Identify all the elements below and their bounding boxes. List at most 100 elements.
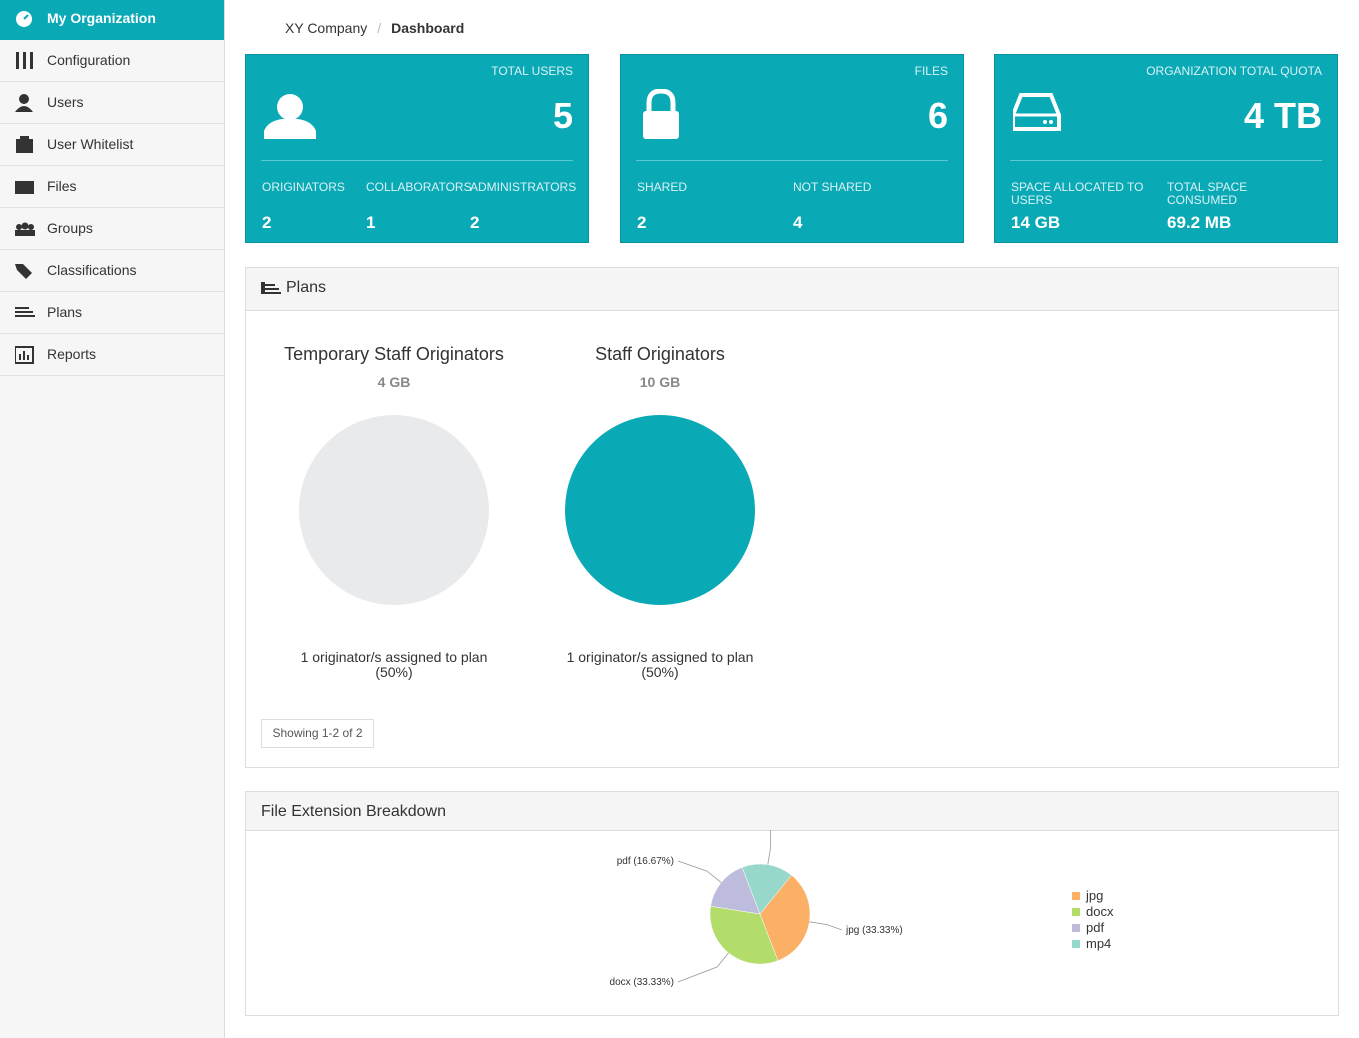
breadcrumb-separator: / xyxy=(377,20,382,36)
plan-name: Temporary Staff Originators xyxy=(284,344,504,364)
nav-item[interactable]: Groups xyxy=(0,208,224,250)
plan-quota: 4 GB xyxy=(377,374,411,390)
card-icon xyxy=(1013,93,1061,131)
plan-caption: 1 originator/s assigned to plan (50%) xyxy=(300,649,488,680)
nav-label: Users xyxy=(47,94,84,110)
stat-label: ORIGINATORS xyxy=(262,180,345,194)
nav-item[interactable]: User Whitelist xyxy=(0,124,224,166)
card-icon xyxy=(264,94,316,139)
stat-value: 2 xyxy=(637,213,647,232)
panel-title: Plans xyxy=(286,279,327,296)
leader-line xyxy=(677,952,729,983)
breadcrumb-item: Dashboard xyxy=(391,20,465,36)
stat-value: 1 xyxy=(366,213,376,232)
panel-header: Plans xyxy=(246,268,1338,311)
stat-label: SHARED xyxy=(637,180,688,194)
nav-item[interactable]: My Organization xyxy=(0,0,224,40)
stat-value: 4 xyxy=(793,213,803,232)
nav-icon xyxy=(15,222,35,236)
pie-chart: jpg (33.33%) docx (33.33%) pdf (16.67%) jpg… xyxy=(610,830,1114,988)
stat-value: 2 xyxy=(470,213,480,232)
legend-swatch xyxy=(1072,908,1080,916)
card-title: TOTAL USERS xyxy=(491,64,573,78)
stat-label: NOT SHARED xyxy=(793,180,872,194)
nav-item[interactable]: Configuration xyxy=(0,40,224,82)
nav-icon xyxy=(16,52,33,69)
plan-chart xyxy=(565,415,755,605)
leader-line xyxy=(677,860,722,883)
nav-icon xyxy=(16,11,32,27)
nav-label: My Organization xyxy=(47,10,156,26)
nav-icon xyxy=(15,307,35,317)
nav-item[interactable]: Classifications xyxy=(0,250,224,292)
stat-label: SPACE ALLOCATED TO USERS xyxy=(1011,180,1144,207)
nav-label: Files xyxy=(47,178,77,194)
plan-chart xyxy=(299,415,489,605)
divider xyxy=(1010,160,1322,161)
leader-line xyxy=(809,921,843,931)
plan-caption: 1 originator/s assigned to plan (50%) xyxy=(566,649,754,680)
pie-slice xyxy=(709,905,779,965)
legend-label: jpg xyxy=(1085,888,1103,903)
breadcrumb-item[interactable]: XY Company xyxy=(285,20,368,36)
card-icon xyxy=(643,89,679,139)
pager: Showing 1-2 of 2 xyxy=(261,719,374,748)
nav-item[interactable]: Plans xyxy=(0,292,224,334)
legend-swatch xyxy=(1072,924,1080,932)
nav-label: Plans xyxy=(47,304,83,320)
breadcrumb: XY Company / Dashboard xyxy=(285,20,474,36)
pie-slice xyxy=(759,874,811,961)
nav-item[interactable]: Reports xyxy=(0,334,224,376)
pie-slice xyxy=(710,867,761,915)
slice-label: pdf (16.67%) xyxy=(617,856,674,867)
legend-swatch xyxy=(1072,892,1080,900)
nav-label: Groups xyxy=(47,220,93,236)
plan-circle xyxy=(299,415,489,605)
plans-panel: Plans Temporary Staff Originators 4 GB 1 o… xyxy=(245,267,1339,768)
legend-label: docx xyxy=(1086,904,1114,919)
leader-line xyxy=(767,830,772,865)
nav-icon xyxy=(15,264,32,279)
nav-label: Classifications xyxy=(47,262,137,278)
stat-card: ORGANIZATION TOTAL QUOTA 4 TB SPACE ALLOCA… xyxy=(994,54,1338,243)
sidebar: My Organization Configuration Users User Wh… xyxy=(0,0,225,1038)
nav-label: User Whitelist xyxy=(47,136,134,152)
plan-name: Staff Originators xyxy=(595,344,725,364)
nav-icon xyxy=(15,181,34,194)
plan-circle xyxy=(565,415,755,605)
card-title: ORGANIZATION TOTAL QUOTA xyxy=(1146,64,1322,78)
stat-value: 14 GB xyxy=(1011,213,1061,232)
card-value: 6 xyxy=(927,95,948,136)
panel-header: File Extension Breakdown xyxy=(246,792,1338,831)
stat-label: ADMINISTRATORS xyxy=(470,180,577,194)
panel-title: File Extension Breakdown xyxy=(261,803,446,820)
slice-label: jpg (33.33%) xyxy=(845,925,903,936)
card-title: FILES xyxy=(914,64,948,78)
stat-card: FILES 6 SHARED 2 NOT SHARED 4 xyxy=(620,54,964,243)
card-value: 4 TB xyxy=(1243,95,1322,136)
nav-item[interactable]: Files xyxy=(0,166,224,208)
nav-icon xyxy=(15,346,34,364)
legend-label: pdf xyxy=(1086,920,1104,935)
legend-label: mp4 xyxy=(1086,936,1111,951)
nav-icon xyxy=(16,136,33,153)
nav-icon xyxy=(15,94,33,112)
legend-swatch xyxy=(1072,940,1080,948)
stat-label: COLLABORATORS xyxy=(366,180,472,194)
stat-value: 2 xyxy=(262,213,272,232)
pie-slice xyxy=(741,863,792,915)
file-panel: File Extension Breakdown jpg (33.33%) doc… xyxy=(245,791,1339,1016)
plans-icon xyxy=(261,282,281,294)
stat-card: TOTAL USERS 5 ORIGINATORS 2 COLLABORATORS 1 AD… xyxy=(245,54,589,243)
nav-label: Configuration xyxy=(47,52,131,68)
nav-label: Reports xyxy=(47,346,97,362)
slice-label: docx (33.33%) xyxy=(610,977,674,988)
stat-label: TOTAL SPACE CONSUMED xyxy=(1167,180,1248,207)
divider xyxy=(636,160,948,161)
divider xyxy=(261,160,573,161)
stat-value: 69.2 MB xyxy=(1167,213,1232,232)
plan-quota: 10 GB xyxy=(639,374,681,390)
nav-item[interactable]: Users xyxy=(0,82,224,124)
card-value: 5 xyxy=(552,95,573,136)
